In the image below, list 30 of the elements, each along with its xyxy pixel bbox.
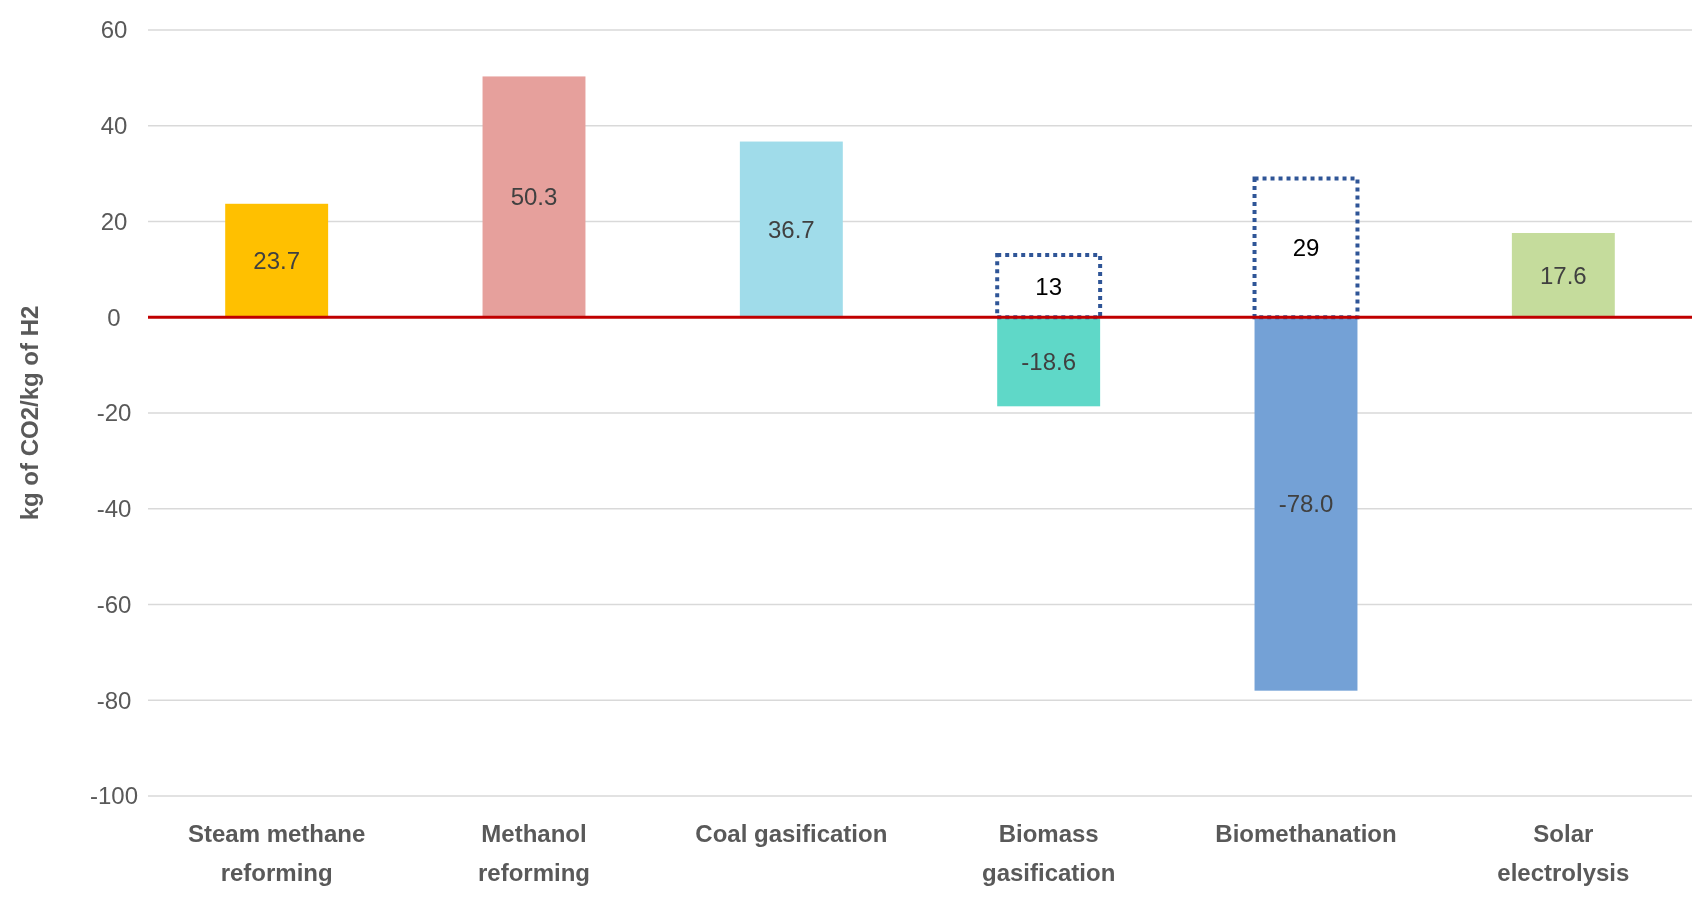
x-tick-label: Biomethanation [1215, 820, 1397, 847]
bar [482, 76, 586, 318]
x-tick-label: Steam methane reforming [187, 820, 366, 886]
data-label: -78.0 [1278, 490, 1334, 518]
data-label: -18.6 [1021, 348, 1077, 376]
bar [739, 141, 843, 318]
bar [1254, 317, 1358, 691]
data-label: 17.6 [1539, 261, 1587, 289]
x-tick-label: Solar electrolysis [1497, 820, 1630, 886]
y-axis-title: kg of CO2/kg of H2 [16, 305, 43, 521]
y-tick-label: -20 [96, 399, 132, 427]
data-label: 29 [1292, 234, 1320, 262]
y-tick-label: 40 [100, 112, 128, 140]
data-label: 36.7 [767, 215, 815, 243]
y-tick-label: -80 [96, 686, 132, 714]
x-tick-label: Coal gasification [695, 820, 888, 847]
data-label: 23.7 [253, 246, 301, 274]
bar [997, 317, 1101, 407]
y-tick-label: 0 [107, 303, 121, 331]
x-tick-label: Methanol reforming [477, 820, 591, 886]
y-tick-label: 60 [100, 16, 128, 44]
data-label: 50.3 [510, 183, 558, 211]
y-tick-label: -100 [89, 782, 139, 810]
y-tick-label: 20 [100, 207, 128, 235]
data-label: 13 [1035, 272, 1063, 300]
bar [1511, 232, 1615, 318]
y-tick-label: -40 [96, 495, 132, 523]
y-tick-label: -60 [96, 590, 132, 618]
x-tick-label: Biomass gasification [981, 820, 1116, 886]
bar [225, 203, 329, 318]
